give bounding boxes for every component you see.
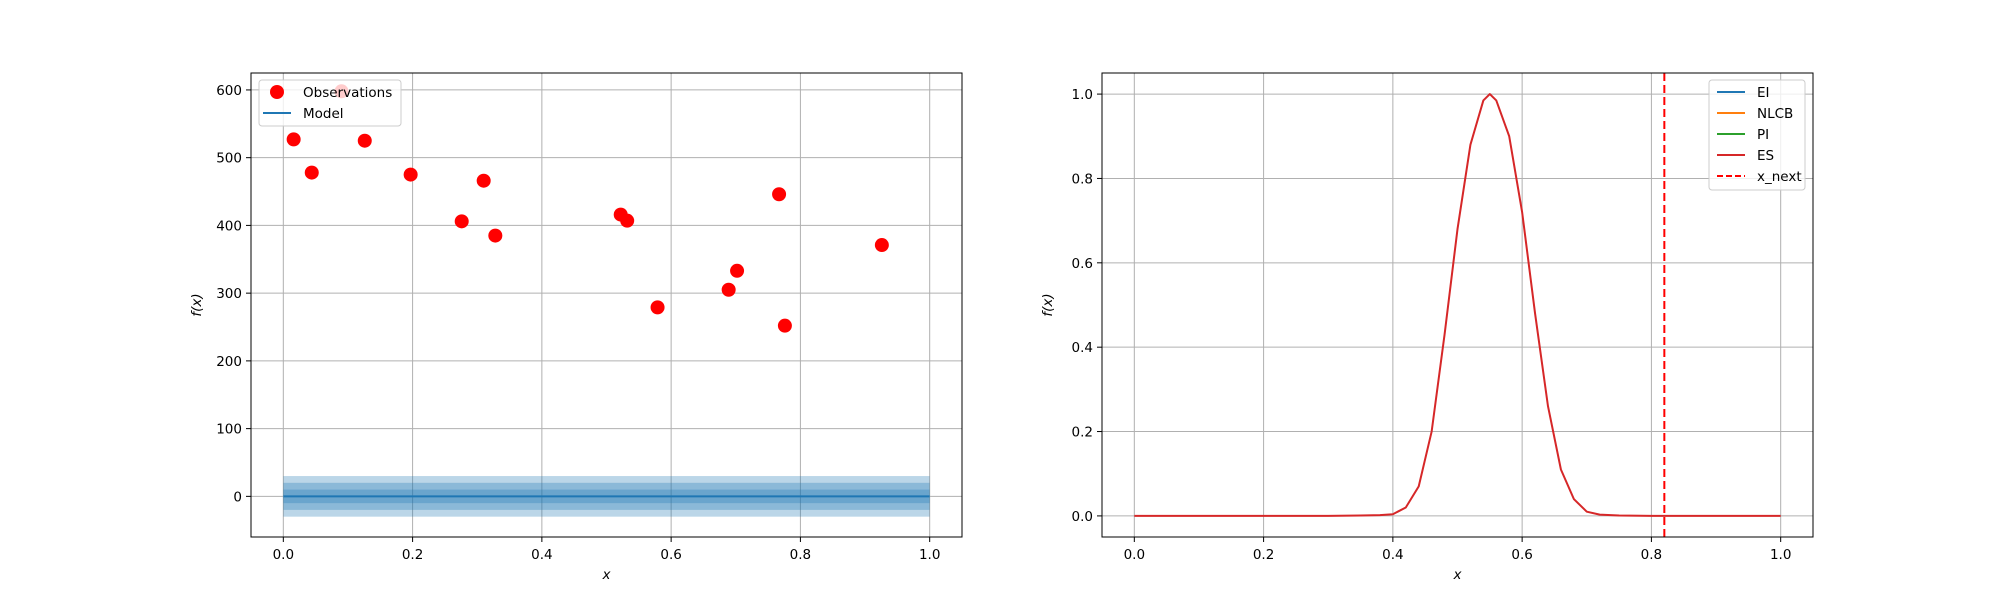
left-grid	[251, 73, 962, 537]
y-tick-label: 0.6	[1072, 256, 1093, 272]
observation-point	[777, 318, 792, 333]
observations-legend-marker	[270, 85, 284, 99]
legend-label-es: ES	[1757, 148, 1774, 164]
x-tick-label: 0.0	[273, 547, 294, 563]
x-tick-label: 0.4	[531, 547, 552, 563]
x-tick-label: 1.0	[919, 547, 940, 563]
right-x-axis-label: x	[1453, 567, 1463, 583]
right-legend: EI NLCB PI ES x_next	[1708, 79, 1806, 191]
left-plot: 0.0 0.2 0.4 0.6 0.8 1.0 0 100 200 300 400 500 600 x…	[189, 72, 963, 583]
right-x-ticks: 0.0 0.2 0.4 0.6 0.8 1.0	[1124, 537, 1791, 563]
y-tick-label: 0.0	[1072, 509, 1093, 525]
x-tick-label: 1.0	[1770, 547, 1791, 563]
right-series	[1134, 73, 1781, 537]
y-tick-label: 400	[216, 218, 242, 234]
observation-point	[730, 263, 745, 278]
y-tick-label: 100	[216, 422, 242, 438]
y-tick-label: 500	[216, 151, 242, 167]
right-plot: 0.0 0.2 0.4 0.6 0.8 1.0 0.00.20.40.60.81.0 x …	[1040, 72, 1814, 583]
left-y-ticks: 0 100 200 300 400 500 600	[216, 83, 251, 505]
right-y-axis-label: f(x)	[1040, 293, 1056, 316]
observation-point	[620, 213, 635, 228]
y-tick-label: 1.0	[1072, 87, 1093, 103]
observations-legend-label: Observations	[303, 85, 392, 101]
legend-label-ei: EI	[1757, 85, 1770, 101]
legend-label-pi: PI	[1757, 127, 1769, 143]
right-axes-frame	[1101, 72, 1814, 538]
observation-point	[721, 282, 736, 297]
observation-point	[650, 300, 665, 315]
observation-point	[357, 133, 372, 148]
left-y-axis-label: f(x)	[189, 293, 205, 316]
x-tick-label: 0.2	[1253, 547, 1274, 563]
x-tick-label: 0.8	[790, 547, 811, 563]
observation-point	[286, 132, 301, 147]
observation-point	[454, 214, 469, 229]
left-axes-frame	[250, 72, 963, 538]
observation-point	[772, 187, 787, 202]
left-x-ticks: 0.0 0.2 0.4 0.6 0.8 1.0	[273, 537, 940, 563]
y-tick-label: 0	[233, 489, 242, 505]
model-legend-label: Model	[303, 106, 344, 122]
legend-label-nlcb: NLCB	[1757, 106, 1793, 122]
y-tick-label: 0.4	[1072, 340, 1093, 356]
observation-point	[403, 167, 418, 182]
right-y-ticks: 0.0 0.2 0.4 0.6 0.8 1.0	[1072, 87, 1102, 525]
observation-point	[488, 228, 503, 243]
es-curve	[1134, 93, 1781, 517]
observation-point	[476, 173, 491, 188]
x-tick-label: 0.6	[1511, 547, 1532, 563]
x-tick-label: 0.4	[1382, 547, 1403, 563]
y-tick-label: 0.8	[1072, 171, 1093, 187]
y-tick-label: 200	[216, 354, 242, 370]
right-legend-items: EI NLCB PI ES x_next	[1717, 85, 1802, 185]
left-legend: Observations Model	[258, 79, 402, 127]
x-tick-label: 0.6	[660, 547, 681, 563]
left-x-axis-label: x	[602, 567, 612, 583]
x-tick-label: 0.0	[1124, 547, 1145, 563]
y-tick-label: 600	[216, 83, 242, 99]
x-tick-label: 0.8	[1641, 547, 1662, 563]
left-legend-box	[258, 79, 402, 127]
legend-label-x-next: x_next	[1757, 169, 1802, 185]
y-tick-label: 0.2	[1072, 425, 1093, 441]
right-legend-box	[1708, 79, 1806, 191]
y-tick-label: 300	[216, 286, 242, 302]
observation-point	[874, 238, 889, 253]
observation-point	[304, 165, 319, 180]
x-tick-label: 0.2	[402, 547, 423, 563]
